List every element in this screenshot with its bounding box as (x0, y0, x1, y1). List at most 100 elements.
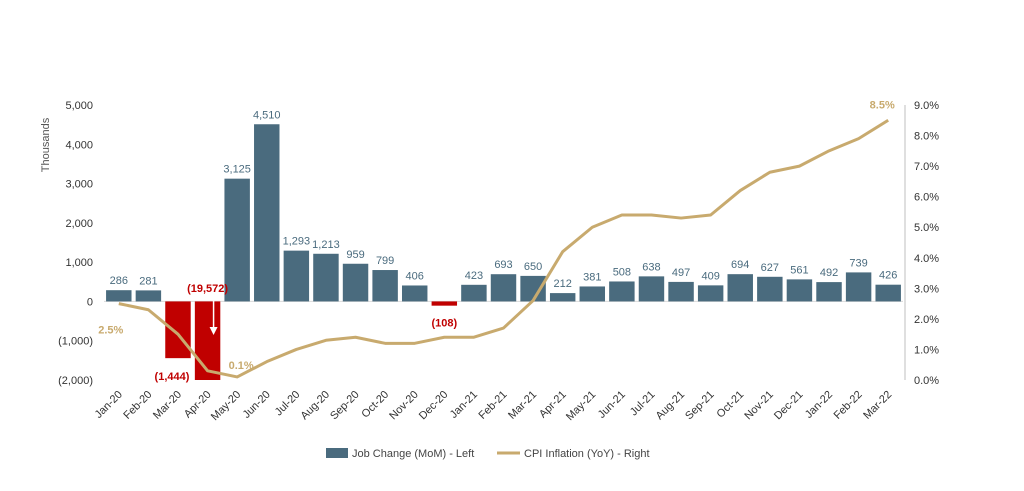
y-axis-label: Thousands (40, 117, 52, 172)
x-tick-label: Sep-21 (683, 389, 717, 423)
cpi-line (118, 119, 889, 379)
left-tick-label: (2,000) (58, 375, 93, 387)
bar (668, 281, 694, 302)
x-tick-label: Jun-21 (596, 389, 628, 421)
bar-data-label: 381 (583, 271, 601, 283)
bar (401, 285, 428, 302)
right-tick-label: 2.0% (914, 314, 939, 326)
bar-data-label: 799 (376, 255, 394, 267)
bar (727, 274, 753, 302)
bar (106, 290, 132, 302)
bar-data-label: (19,572) (187, 283, 228, 295)
x-tick-label: Nov-20 (387, 389, 421, 423)
line-series: 2.5% 0.1% 8.5% (98, 99, 895, 379)
right-tick-label: 9.0% (914, 100, 939, 112)
bar (757, 276, 783, 302)
bar (372, 270, 398, 302)
bar-data-label: 638 (642, 261, 660, 273)
bar-data-label: 409 (701, 270, 719, 282)
left-tick-label: 3,000 (65, 179, 93, 191)
bar (342, 263, 369, 302)
right-tick-label: 3.0% (914, 283, 939, 295)
bar-data-label: 650 (524, 261, 542, 273)
bar (313, 253, 339, 302)
legend: Job Change (MoM) - Left CPI Inflation (Y… (326, 448, 650, 460)
left-tick-label: 1,000 (65, 257, 93, 269)
x-tick-label: Dec-20 (417, 389, 451, 423)
data-labels: 286 281 (1,444) (19,572) 3,125 4,510 1,293 1,21… (110, 109, 898, 383)
bar (283, 250, 310, 302)
bar (875, 284, 901, 302)
legend-label-bar: Job Change (MoM) - Left (352, 448, 474, 460)
right-tick-label: 5.0% (914, 222, 939, 234)
bar (638, 276, 665, 302)
bar-data-label: 426 (879, 270, 897, 282)
bar-data-label: 693 (494, 259, 512, 271)
right-tick-label: 6.0% (914, 192, 939, 204)
bar-data-label: 492 (820, 267, 838, 279)
bar-data-label: 281 (139, 275, 157, 287)
bar (490, 274, 517, 302)
x-tick-label: Aug-21 (654, 389, 688, 423)
bar (194, 301, 221, 380)
right-tick-label: 0.0% (914, 375, 939, 387)
right-tick-label: 8.0% (914, 131, 939, 143)
bar-series (106, 124, 901, 380)
x-tick-label: Jan-22 (803, 389, 835, 421)
x-tick-label: Jun-20 (241, 389, 273, 421)
legend-swatch-bar (326, 448, 348, 458)
right-axis: 9.0% 8.0% 7.0% 6.0% 5.0% 4.0% 3.0% 2.0% 1.0% 0.0% (904, 100, 939, 387)
bar-data-label: 423 (465, 270, 483, 282)
x-tick-label: Mar-20 (151, 389, 184, 422)
bar-data-label: 1,293 (283, 236, 311, 248)
x-tick-label: Oct-20 (359, 389, 391, 421)
left-tick-label: 2,000 (65, 218, 93, 230)
x-tick-label: Oct-21 (715, 389, 747, 421)
left-tick-label: (1,000) (58, 336, 93, 348)
bar-data-label: 497 (672, 267, 690, 279)
bar-data-label: 561 (790, 264, 808, 276)
bar-data-label: 694 (731, 259, 749, 271)
bar (786, 279, 813, 302)
bar (461, 284, 487, 302)
bar-data-label: 3,125 (223, 164, 251, 176)
left-tick-label: 4,000 (65, 139, 93, 151)
x-tick-label: May-20 (209, 389, 243, 423)
x-tick-label: Nov-21 (742, 389, 776, 423)
x-tick-label: Sep-20 (328, 389, 362, 423)
off-scale-arrowhead (209, 327, 218, 335)
bar-data-label: 508 (613, 266, 631, 278)
bar (135, 290, 162, 302)
bar-data-label: 212 (554, 278, 572, 290)
bar-data-label: 739 (849, 257, 867, 269)
bar-data-label: 286 (110, 275, 128, 287)
line-data-label: 0.1% (229, 360, 254, 372)
bar (254, 124, 280, 302)
bar (609, 281, 635, 302)
right-tick-label: 4.0% (914, 253, 939, 265)
bar (845, 272, 872, 302)
bar-data-label: 4,510 (253, 109, 281, 121)
bar (697, 285, 724, 302)
left-tick-label: 5,000 (65, 100, 93, 112)
x-tick-label: Mar-22 (861, 389, 894, 422)
x-tick-label: Feb-20 (121, 389, 154, 422)
x-tick-label: Mar-21 (506, 389, 539, 422)
right-tick-label: 7.0% (914, 161, 939, 173)
bar-data-label: 406 (406, 270, 424, 282)
x-tick-label: Feb-21 (476, 389, 509, 422)
bar (431, 301, 458, 306)
x-tick-label: Jan-20 (93, 389, 125, 421)
bar (165, 301, 191, 359)
legend-label-line: CPI Inflation (YoY) - Right (524, 448, 650, 460)
left-tick-label: 0 (87, 296, 93, 308)
bar-data-label: (108) (431, 317, 457, 329)
line-data-label: 8.5% (870, 99, 895, 111)
bar-data-label: 959 (346, 249, 364, 261)
bar (224, 178, 250, 302)
x-tick-label: May-21 (564, 389, 598, 423)
bar (549, 293, 576, 302)
bar-data-label: 1,213 (312, 239, 340, 251)
